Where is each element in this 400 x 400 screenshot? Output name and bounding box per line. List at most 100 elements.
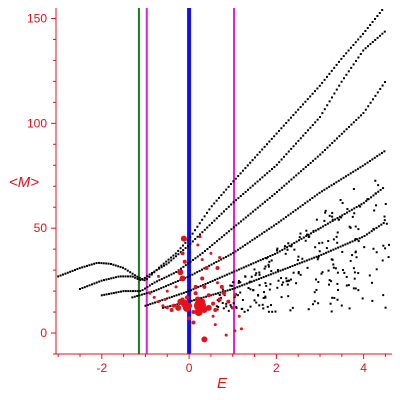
- black-point: [357, 228, 360, 231]
- black-point: [81, 287, 84, 290]
- black-point: [194, 238, 197, 241]
- black-point: [185, 291, 188, 294]
- black-point: [309, 161, 312, 164]
- black-point: [232, 302, 235, 305]
- black-point: [337, 60, 340, 63]
- black-point: [346, 211, 349, 214]
- black-point: [242, 218, 245, 221]
- black-point: [338, 84, 341, 87]
- black-point: [267, 263, 270, 266]
- black-point: [220, 236, 223, 239]
- black-point: [324, 148, 327, 151]
- black-point: [281, 268, 284, 271]
- black-point: [258, 304, 261, 307]
- black-point: [263, 291, 266, 294]
- black-point: [338, 135, 341, 138]
- black-point: [263, 174, 266, 177]
- red-point: [194, 308, 203, 317]
- black-point: [305, 235, 308, 238]
- black-point: [253, 299, 256, 302]
- black-point: [364, 29, 367, 32]
- black-point: [371, 158, 374, 161]
- black-point: [97, 261, 100, 264]
- black-point: [267, 274, 270, 277]
- black-point: [349, 226, 352, 229]
- black-point: [235, 306, 238, 309]
- black-point: [264, 257, 267, 260]
- black-point: [285, 182, 288, 185]
- black-point: [161, 299, 164, 302]
- black-point: [368, 160, 371, 163]
- black-point: [323, 108, 326, 111]
- black-point: [143, 276, 146, 279]
- black-point: [191, 273, 194, 276]
- black-point: [311, 197, 314, 200]
- black-point: [211, 244, 214, 247]
- black-point: [291, 265, 294, 268]
- red-point: [204, 266, 209, 271]
- black-point: [344, 175, 347, 178]
- black-point: [283, 247, 286, 250]
- black-point: [102, 262, 105, 265]
- black-point: [325, 187, 328, 190]
- black-point: [167, 284, 170, 287]
- black-point: [199, 253, 202, 256]
- black-point: [311, 92, 314, 95]
- black-point: [247, 264, 250, 267]
- black-point: [193, 299, 196, 302]
- black-point: [287, 150, 290, 153]
- black-point: [297, 272, 300, 275]
- black-point: [254, 208, 257, 211]
- black-point: [382, 294, 385, 297]
- black-point: [366, 198, 369, 201]
- black-point: [308, 198, 311, 201]
- black-point: [280, 219, 283, 222]
- black-point: [334, 247, 337, 250]
- black-point: [280, 127, 283, 130]
- black-point: [320, 190, 323, 193]
- black-point: [340, 216, 343, 219]
- red-point: [237, 314, 241, 318]
- black-point: [86, 285, 89, 288]
- black-point: [381, 84, 384, 87]
- black-point: [304, 100, 307, 103]
- black-point: [221, 275, 224, 278]
- black-point: [331, 296, 334, 299]
- tick-labels: 0 50 100 150 -2 0 2 4: [27, 11, 367, 375]
- black-point: [379, 87, 382, 90]
- black-point: [336, 241, 339, 244]
- black-point: [359, 205, 362, 208]
- black-point: [357, 38, 360, 41]
- black-point: [374, 179, 377, 182]
- black-point: [360, 114, 363, 117]
- black-point: [366, 26, 369, 29]
- black-point: [329, 249, 332, 252]
- black-point: [234, 177, 237, 180]
- black-point: [361, 297, 364, 300]
- black-point: [140, 293, 143, 296]
- black-point: [265, 229, 268, 232]
- black-point: [217, 292, 220, 295]
- black-point: [244, 275, 247, 278]
- black-point: [307, 129, 309, 132]
- black-point: [213, 242, 216, 245]
- black-point: [357, 240, 360, 243]
- black-point: [300, 170, 303, 173]
- black-point: [329, 302, 332, 305]
- black-point: [325, 251, 328, 254]
- red-point: [182, 259, 187, 264]
- black-point: [332, 238, 335, 241]
- black-point: [350, 123, 353, 126]
- black-point: [236, 294, 239, 297]
- black-point: [272, 224, 275, 227]
- black-point: [328, 214, 331, 217]
- black-point: [143, 279, 146, 282]
- black-point: [219, 291, 222, 294]
- black-point: [359, 166, 362, 169]
- black-point: [382, 244, 385, 247]
- red-point: [157, 274, 161, 278]
- black-point: [341, 268, 344, 271]
- black-point: [370, 230, 373, 233]
- black-point: [225, 305, 228, 308]
- black-point: [98, 280, 101, 283]
